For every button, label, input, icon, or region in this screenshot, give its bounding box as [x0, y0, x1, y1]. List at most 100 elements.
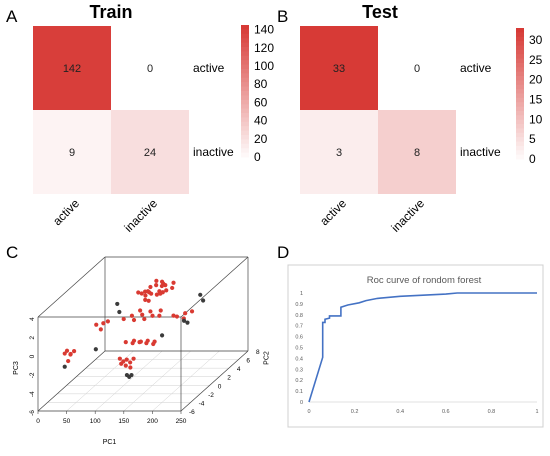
pca-point-red — [146, 298, 151, 303]
heatmap-test-colorbar-segment — [516, 106, 524, 112]
pca-point-red — [143, 293, 148, 298]
heatmap-test-plot: 33 0 3 8 active inactive active inactive 0 5 10 15 2… — [300, 26, 543, 235]
heatmap-test-colorbar-tick: 0 — [529, 152, 536, 166]
pca-z-tick: -4 — [29, 391, 36, 397]
pca-box-edge — [37, 256, 106, 318]
heatmap-test-colorbar-segment — [516, 132, 524, 138]
roc-x-tick: 0.2 — [351, 409, 359, 415]
roc-x-tick: 0 — [307, 409, 310, 415]
pca-point-red — [119, 361, 124, 366]
pca-point-dark — [198, 292, 203, 297]
heatmap-train-cell-value: 0 — [147, 63, 153, 75]
heatmap-train-colorbar-segment — [241, 73, 249, 79]
pca-y-tick: 0 — [218, 383, 222, 390]
pca-z-tick: 4 — [29, 317, 36, 321]
heatmap-test-colorbar-segment — [516, 110, 524, 116]
heatmap-train-title: Train — [89, 2, 132, 22]
heatmap-test-colorbar-segment — [516, 36, 524, 42]
pca-point-red — [136, 290, 141, 295]
pca-floor-grid-line — [95, 350, 163, 412]
pca-y-label: PC2 — [264, 351, 271, 365]
heatmap-train-colorbar-segment — [241, 126, 249, 132]
pca-box-edge — [180, 350, 249, 412]
pca-x-tick: 100 — [90, 418, 101, 425]
pca-point-red — [171, 313, 176, 318]
pca-y-tick: 6 — [246, 358, 250, 365]
pca-point-red — [139, 291, 144, 296]
heatmap-train-cell-value: 142 — [63, 63, 81, 75]
heatmap-test-cell — [300, 110, 378, 194]
heatmap-test-colorbar-segment — [516, 58, 524, 64]
pca-point-red — [171, 280, 176, 285]
pca-point-red — [154, 292, 159, 297]
heatmap-train-colorbar-segment — [241, 64, 249, 70]
heatmap-train-plot: 142 0 9 24 active inactive active inactive 0 20 40… — [33, 23, 274, 235]
pca-y-tick: 8 — [256, 349, 260, 356]
roc-y-tick: 0.9 — [295, 302, 303, 308]
heatmap-train-colorbar-segment — [241, 139, 249, 145]
pca-point-red — [128, 360, 133, 365]
heatmap-train-col-label: inactive — [121, 196, 160, 235]
heatmap-train-colorbar-segment — [241, 29, 249, 35]
heatmap-test-row-label: inactive — [460, 145, 501, 159]
pca-point-red — [123, 340, 128, 345]
roc-y-tick: 0.7 — [295, 324, 303, 330]
heatmap-train-colorbar-tick: 140 — [254, 23, 274, 37]
heatmap-test-colorbar-segment — [516, 115, 524, 121]
pca-point-red — [131, 317, 137, 323]
pca-point-red — [150, 313, 155, 318]
roc-curve-line — [308, 292, 537, 403]
heatmap-train-colorbar-segment — [241, 95, 249, 101]
panel-label-c: C — [6, 243, 18, 262]
heatmap-test-colorbar-tick: 25 — [529, 53, 543, 67]
pca-point-red — [157, 313, 162, 318]
pca-floor-grid-line — [152, 350, 220, 412]
roc-y-tick: 0.6 — [295, 335, 303, 341]
pca-point-dark — [201, 298, 206, 303]
heatmap-test-col-label: inactive — [388, 196, 427, 235]
pca-point-red — [170, 285, 175, 291]
heatmap-train-colorbar-segment — [241, 86, 249, 92]
pca-point-red — [98, 327, 103, 332]
roc-chart-frame — [287, 264, 544, 428]
roc-x-tick: 1 — [535, 409, 538, 415]
heatmap-test-colorbar-segment — [516, 28, 524, 33]
pca-point-red — [71, 349, 77, 354]
heatmap-test-colorbar-segment — [516, 141, 524, 147]
pca-point-red — [66, 358, 71, 364]
heatmap-train-colorbar-segment — [241, 33, 249, 39]
pca-y-tick: -2 — [208, 392, 214, 399]
pca-point-dark — [159, 333, 165, 338]
heatmap-train-colorbar-segment — [241, 69, 249, 74]
heatmap-test-colorbar-segment — [516, 93, 524, 99]
heatmap-test-cell — [378, 26, 456, 110]
heatmap-train-colorbar-segment — [241, 121, 249, 127]
pca-point-red — [183, 311, 188, 316]
pca-point-red — [154, 278, 159, 283]
heatmap-train-colorbar-segment — [241, 152, 249, 158]
heatmap-test-colorbar-segment — [516, 45, 524, 51]
pca-point-dark — [115, 301, 120, 307]
pca-point-red — [94, 322, 99, 327]
heatmap-test-colorbar-segment — [516, 119, 524, 125]
heatmap-train-colorbar-segment — [241, 42, 249, 48]
pca-point-red — [124, 357, 129, 362]
heatmap-train-colorbar-segment — [241, 38, 249, 44]
pca-y-tick: -6 — [189, 409, 195, 416]
heatmap-train: Train 142 0 9 24 active inactive active inactiv… — [33, 2, 274, 235]
pca-point-red — [143, 289, 148, 294]
panel-label-d: D — [277, 243, 289, 262]
heatmap-train-colorbar-segment — [241, 91, 249, 96]
heatmap-test-colorbar-segment — [516, 76, 524, 81]
roc-y-tick: 0.1 — [295, 389, 303, 395]
heatmap-test-row-label: active — [460, 61, 492, 75]
heatmap-test-colorbar-segment — [516, 41, 524, 46]
pca-x-tick: 250 — [176, 418, 187, 425]
roc-y-tick: 0 — [300, 400, 303, 406]
pca-point-red — [148, 284, 153, 290]
heatmap-test-colorbar-tick: 30 — [529, 33, 543, 47]
heatmap-test-colorbar-segment — [516, 49, 524, 55]
heatmap-train-cell — [111, 110, 189, 194]
heatmap-test: Test 33 0 3 8 active inactive active inactive 0 5… — [300, 2, 543, 235]
pca-point-red — [121, 316, 126, 322]
